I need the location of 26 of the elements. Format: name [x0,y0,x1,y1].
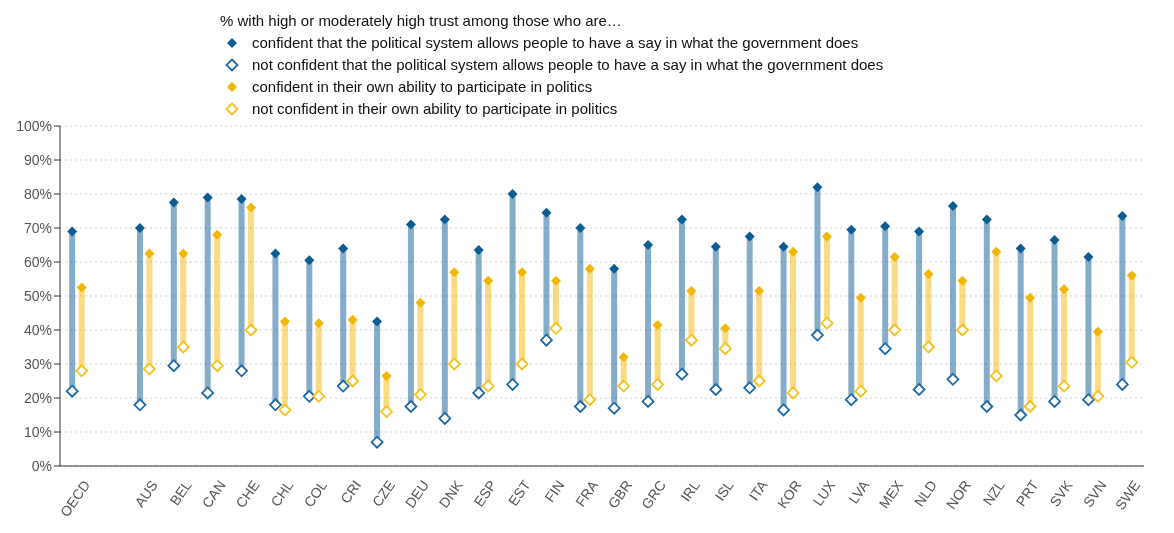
x-tick-label: LVA [845,476,873,507]
x-tick-label: IRL [677,477,704,505]
x-tick-label: COL [300,477,331,511]
y-tick-label: 50% [23,287,52,304]
x-tick-label: FIN [541,477,568,506]
y-tick-label: 40% [23,321,52,338]
legend-title: % with high or moderately high trust among those who are… [220,11,623,31]
x-tick-label: NZL [979,477,1009,509]
y-tick-label: 90% [23,151,52,168]
x-tick-label: CRI [337,477,365,507]
legend-label: not confident in their own ability to participate in politics [252,99,618,119]
y-tick-label: 30% [23,355,52,372]
x-tick-label: ISL [711,477,738,504]
y-tick-label: 80% [23,185,52,202]
y-tick-label: 20% [23,389,52,406]
y-tick-label: 100% [16,117,52,134]
x-tick-label: CHL [267,477,297,510]
y-tick-label: 0% [31,457,52,474]
legend-label: not confident that the political system allows people to have a say in what the government does [252,55,884,75]
x-tick-label: BEL [166,477,196,509]
legend-label: confident in their own ability to participate in politics [252,77,593,97]
legend-label: confident that the political system allows people to have a say in what the government does [252,33,859,53]
y-tick-label: 70% [23,219,52,236]
x-tick-label: ITA [745,477,772,504]
y-tick-label: 10% [23,423,52,440]
y-tick-label: 60% [23,253,52,270]
